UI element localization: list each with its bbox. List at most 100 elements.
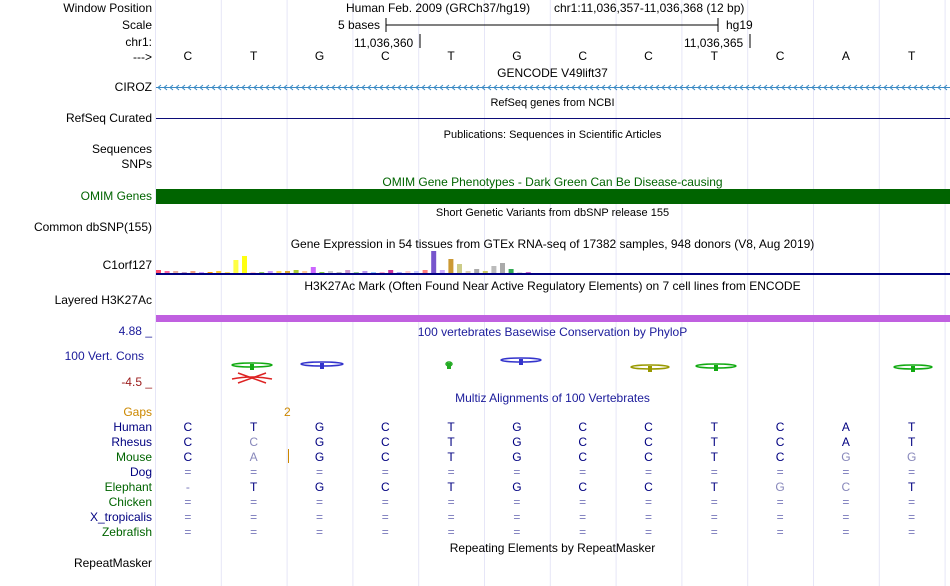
- alignment-base: C: [775, 435, 785, 449]
- rmsk-track-label[interactable]: RepeatMasker: [73, 556, 152, 570]
- strand-chevron: [499, 84, 504, 91]
- alignment-base: =: [776, 510, 784, 524]
- alignment-base: G: [314, 435, 325, 449]
- species-label[interactable]: Chicken: [108, 495, 152, 509]
- gtex-tissue-bar: [500, 263, 505, 273]
- strand-chevron: [307, 84, 312, 91]
- species-label[interactable]: X_tropicalis: [89, 510, 152, 524]
- scale-label: Scale: [121, 18, 152, 32]
- strand-chevron: [301, 84, 306, 91]
- alignment-base: =: [381, 510, 389, 524]
- strand-chevron: [583, 84, 588, 91]
- refseq-track-label[interactable]: RefSeq Curated: [65, 111, 152, 125]
- strand-chevron: [433, 84, 438, 91]
- species-label[interactable]: Rhesus: [111, 435, 152, 449]
- alignment-base: =: [184, 465, 192, 479]
- species-label[interactable]: Elephant: [104, 480, 152, 494]
- species-label[interactable]: Zebrafish: [101, 525, 152, 539]
- alignment-base: T: [447, 420, 455, 434]
- strand-chevron: [217, 84, 222, 91]
- alignment-base: =: [710, 510, 718, 524]
- strand-chevron: [889, 84, 894, 91]
- gtex-tissue-bar: [250, 272, 256, 273]
- omim-track-label[interactable]: OMIM Genes: [80, 189, 152, 203]
- alignment-base: C: [380, 435, 390, 449]
- gtex-tissue-bar: [328, 271, 333, 273]
- strand-chevron: [859, 84, 864, 91]
- alignment-base: G: [314, 450, 325, 464]
- strand-chevron: [625, 84, 630, 91]
- alignment-base: =: [250, 510, 258, 524]
- strand-chevron: [757, 84, 762, 91]
- species-label[interactable]: Mouse: [115, 450, 152, 464]
- alignment-base: C: [578, 420, 588, 434]
- strand-chevron: [685, 84, 690, 91]
- h3k27ac-signal[interactable]: [156, 315, 950, 322]
- strand-chevron: [901, 84, 906, 91]
- strand-chevron: [229, 84, 234, 91]
- strand-chevron: [775, 84, 780, 91]
- omim-gene-bar[interactable]: [156, 189, 950, 204]
- pubs-label-snps[interactable]: SNPs: [121, 157, 152, 171]
- alignment-base: G: [512, 480, 522, 494]
- strand-chevron: [547, 84, 552, 91]
- strand-chevron: [691, 84, 696, 91]
- alignment-base: A: [841, 435, 850, 449]
- alignment-base: =: [908, 465, 916, 479]
- phylop-score-bar: [250, 364, 254, 370]
- gencode-gene-feature[interactable]: [156, 80, 950, 94]
- strand-chevron: [373, 84, 378, 91]
- strand-chevron: [751, 84, 756, 91]
- phylop-signal[interactable]: [156, 355, 950, 387]
- phylop-track-label[interactable]: 100 Vert. Cons: [64, 349, 144, 363]
- gtex-tissue-bar: [439, 270, 445, 273]
- alignment-base: T: [250, 420, 258, 434]
- alignment-base: C: [249, 435, 259, 449]
- refseq-gene-line[interactable]: [156, 118, 950, 119]
- strand-chevron: [643, 84, 648, 91]
- reference-base: A: [841, 49, 850, 63]
- species-label[interactable]: Dog: [129, 465, 152, 479]
- strand-chevron: [283, 84, 288, 91]
- strand-chevron: [193, 84, 198, 91]
- position-text[interactable]: chr1:11,036,357-11,036,368 (12 bp): [554, 1, 745, 15]
- phylop-score-bar: [320, 363, 324, 369]
- strand-chevron: [853, 84, 858, 91]
- alignment-base: T: [710, 480, 718, 494]
- multiz-track-title: Multiz Alignments of 100 Vertebrates: [455, 391, 650, 405]
- alignment-base: =: [644, 465, 652, 479]
- dbsnp-track-label[interactable]: Common dbSNP(155): [33, 220, 152, 234]
- alignment-base: =: [842, 525, 850, 539]
- gtex-bar-graph[interactable]: [156, 250, 950, 274]
- gtex-tissue-bar: [199, 272, 204, 273]
- alignment-base: G: [841, 450, 851, 464]
- alignment-base: T: [710, 435, 718, 449]
- gtex-tissue-bar: [173, 271, 179, 273]
- h3k27ac-track-label[interactable]: Layered H3K27Ac: [54, 293, 152, 307]
- gtex-tissue-bar: [207, 272, 213, 273]
- gencode-gene-label[interactable]: CIROZ: [114, 80, 152, 94]
- db-text: hg19: [726, 18, 753, 32]
- gtex-tissue-bar: [276, 271, 282, 273]
- rmsk-track-title: Repeating Elements by RepeatMasker: [449, 541, 656, 555]
- strand-chevron: [157, 84, 162, 91]
- gtex-tissue-bar: [285, 271, 290, 273]
- alignment-base: =: [710, 525, 718, 539]
- species-label[interactable]: Human: [113, 420, 152, 434]
- alignment-base: =: [315, 510, 323, 524]
- alignment-base: =: [776, 465, 784, 479]
- strand-chevron: [439, 84, 444, 91]
- strand-chevron: [181, 84, 186, 91]
- strand-chevron: [703, 84, 708, 91]
- strand-chevron: [487, 84, 492, 91]
- reference-base: T: [447, 49, 455, 63]
- reference-base: G: [512, 49, 522, 63]
- strand-arrow-label: --->: [133, 50, 152, 64]
- pubs-label-sequences[interactable]: Sequences: [91, 142, 152, 156]
- gtex-gene-label[interactable]: C1orf127: [102, 258, 152, 272]
- alignment-base: C: [183, 450, 193, 464]
- strand-chevron: [235, 84, 240, 91]
- gtex-tissue-bar: [233, 260, 239, 273]
- strand-chevron: [379, 84, 384, 91]
- strand-chevron: [361, 84, 366, 91]
